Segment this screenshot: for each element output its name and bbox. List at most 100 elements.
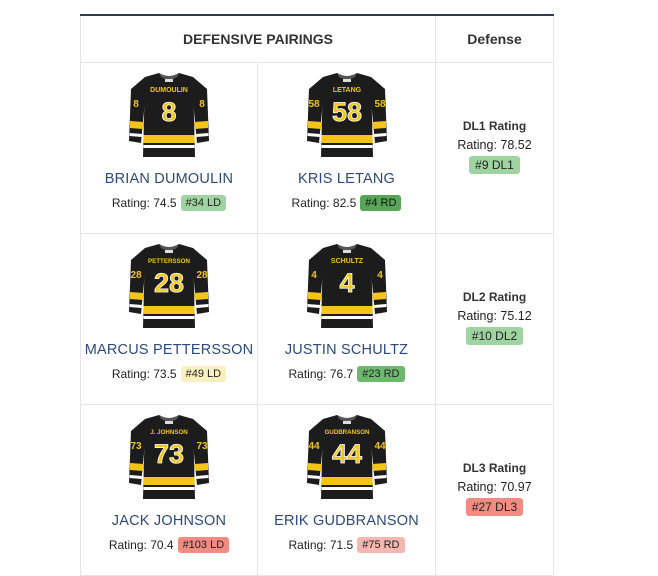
jersey-sleeve-number: 4	[311, 270, 317, 281]
rank-badge: #4 RD	[360, 195, 402, 211]
jersey-shape	[129, 304, 142, 308]
rating-text: Rating: 82.5	[291, 196, 357, 210]
jersey-shape	[370, 77, 387, 143]
pair-rating-value: Rating: 70.97	[457, 480, 532, 494]
player-cell-right: LETANG 58 58 58 KRIS LETANG Rating: 82.5 #4…	[258, 63, 436, 233]
jersey-sleeve-number: 28	[130, 270, 142, 281]
pairing-row: PETTERSSON 28 28 28 MARCUS PETTERSSON Ratin…	[80, 234, 554, 405]
player-rating: Rating: 73.5 #49 LD	[111, 366, 227, 382]
player-cell-left: DUMOULIN 8 8 8 BRIAN DUMOULIN Rating: 74.5 …	[80, 63, 258, 233]
jersey-name-text: LETANG	[332, 87, 361, 94]
jersey-sleeve-number: 58	[374, 99, 386, 110]
jersey-sleeve-number: 73	[196, 441, 208, 452]
jersey-shape	[307, 475, 320, 479]
jersey-shape	[321, 477, 372, 485]
jersey-number-text: 8	[161, 97, 176, 127]
player-name[interactable]: JACK JOHNSON	[111, 513, 227, 529]
pair-rating-label: DL3 Rating	[462, 461, 527, 475]
rating-text: Rating: 70.4	[108, 538, 174, 552]
jersey-name-text: J. JOHNSON	[150, 429, 188, 436]
jersey-shape	[165, 421, 173, 424]
jersey-shape	[306, 248, 323, 314]
jersey-shape	[165, 250, 173, 253]
jersey-shape	[196, 133, 209, 137]
jersey-shape	[307, 133, 320, 137]
jersey-shape	[373, 475, 386, 479]
jersey-shape	[129, 419, 145, 485]
jersey-icon: LETANG 58 58 58	[306, 73, 387, 157]
jersey-shape	[336, 73, 357, 80]
pair-rating-cell: DL1 Rating Rating: 78.52 #9 DL1	[436, 63, 554, 233]
jersey-shape	[193, 419, 209, 485]
jersey-number-text: 73	[154, 439, 184, 469]
jersey-shape	[143, 145, 195, 148]
jersey-shape	[342, 250, 351, 253]
player-name[interactable]: KRIS LETANG	[297, 171, 395, 187]
jersey-sleeve-number: 8	[199, 99, 205, 110]
jersey-icon: GUDBRANSON 44 44 44	[306, 415, 387, 499]
pairing-row: J. JOHNSON 73 73 73 JACK JOHNSON Rating: 70…	[80, 405, 554, 576]
jersey-sleeve-number: 73	[130, 441, 142, 452]
player-rating: Rating: 70.4 #103 LD	[108, 537, 230, 553]
jersey-shape	[129, 475, 142, 479]
jersey-number-text: 28	[154, 268, 184, 298]
player-cell-right: GUDBRANSON 44 44 44 ERIK GUDBRANSON Rating:…	[258, 405, 436, 575]
jersey-shape	[336, 244, 357, 251]
player-rating: Rating: 74.5 #34 LD	[111, 195, 227, 211]
jersey-shape	[159, 244, 179, 251]
rank-badge: #75 RD	[357, 537, 405, 553]
jersey-shape	[321, 306, 372, 314]
jersey-sleeve-number: 58	[308, 99, 320, 110]
player-name[interactable]: ERIK GUDBRANSON	[274, 513, 419, 529]
pair-rating-cell: DL2 Rating Rating: 75.12 #10 DL2	[436, 234, 554, 404]
jersey-shape	[194, 121, 208, 129]
jersey-shape	[159, 73, 179, 80]
rating-text: Rating: 73.5	[111, 367, 177, 381]
jersey-number-text: 58	[331, 97, 361, 127]
jersey-shape	[321, 487, 372, 490]
jersey-shape	[371, 463, 386, 471]
pair-rating-label: DL2 Rating	[462, 290, 527, 304]
jersey-name-text: SCHULTZ	[330, 258, 363, 265]
jersey-shape	[165, 79, 173, 82]
jersey-shape	[342, 79, 351, 82]
jersey-shape	[371, 292, 386, 300]
rating-text: Rating: 76.7	[288, 367, 354, 381]
jersey-sleeve-number: 8	[133, 99, 139, 110]
jersey-number-text: 44	[331, 439, 361, 469]
jersey-shape	[321, 316, 372, 319]
player-cell-left: J. JOHNSON 73 73 73 JACK JOHNSON Rating: 70…	[80, 405, 258, 575]
jersey-shape	[373, 133, 386, 137]
defensive-pairings-table: DEFENSIVE PAIRINGS Defense DUMOULIN 8 8 8 B…	[80, 14, 554, 576]
jersey-sleeve-number: 4	[377, 270, 383, 281]
player-cell-right: SCHULTZ 4 4 4 JUSTIN SCHULTZ Rating: 76.7 #…	[258, 234, 436, 404]
pair-rank-badge: #9 DL1	[469, 156, 520, 174]
jersey-sleeve-number: 28	[196, 270, 208, 281]
jersey-shape	[130, 463, 144, 471]
jersey-shape	[321, 135, 372, 143]
jersey-shape	[307, 304, 320, 308]
jersey-shape	[193, 77, 209, 143]
jersey-icon: DUMOULIN 8 8 8	[129, 73, 209, 157]
jersey-shape	[321, 145, 372, 148]
jersey-shape	[143, 487, 195, 490]
rank-badge: #34 LD	[180, 195, 227, 211]
jersey-shape	[370, 248, 387, 314]
player-name[interactable]: JUSTIN SCHULTZ	[284, 342, 409, 358]
player-name[interactable]: MARCUS PETTERSSON	[84, 342, 254, 358]
player-name[interactable]: BRIAN DUMOULIN	[104, 171, 234, 187]
jersey-shape	[130, 292, 144, 300]
jersey-sleeve-number: 44	[374, 441, 386, 452]
pair-rating-value: Rating: 75.12	[457, 309, 532, 323]
jersey-shape	[371, 121, 386, 129]
jersey-shape	[129, 248, 145, 314]
jersey-shape	[143, 316, 195, 319]
jersey-name-text: GUDBRANSON	[324, 429, 370, 436]
pair-rating-label: DL1 Rating	[462, 119, 527, 133]
rating-text: Rating: 74.5	[111, 196, 177, 210]
rating-text: Rating: 71.5	[288, 538, 354, 552]
jersey-name-text: DUMOULIN	[150, 87, 188, 94]
pair-rank-badge: #10 DL2	[465, 327, 524, 345]
jersey-shape	[129, 77, 145, 143]
rank-badge: #49 LD	[180, 366, 227, 382]
